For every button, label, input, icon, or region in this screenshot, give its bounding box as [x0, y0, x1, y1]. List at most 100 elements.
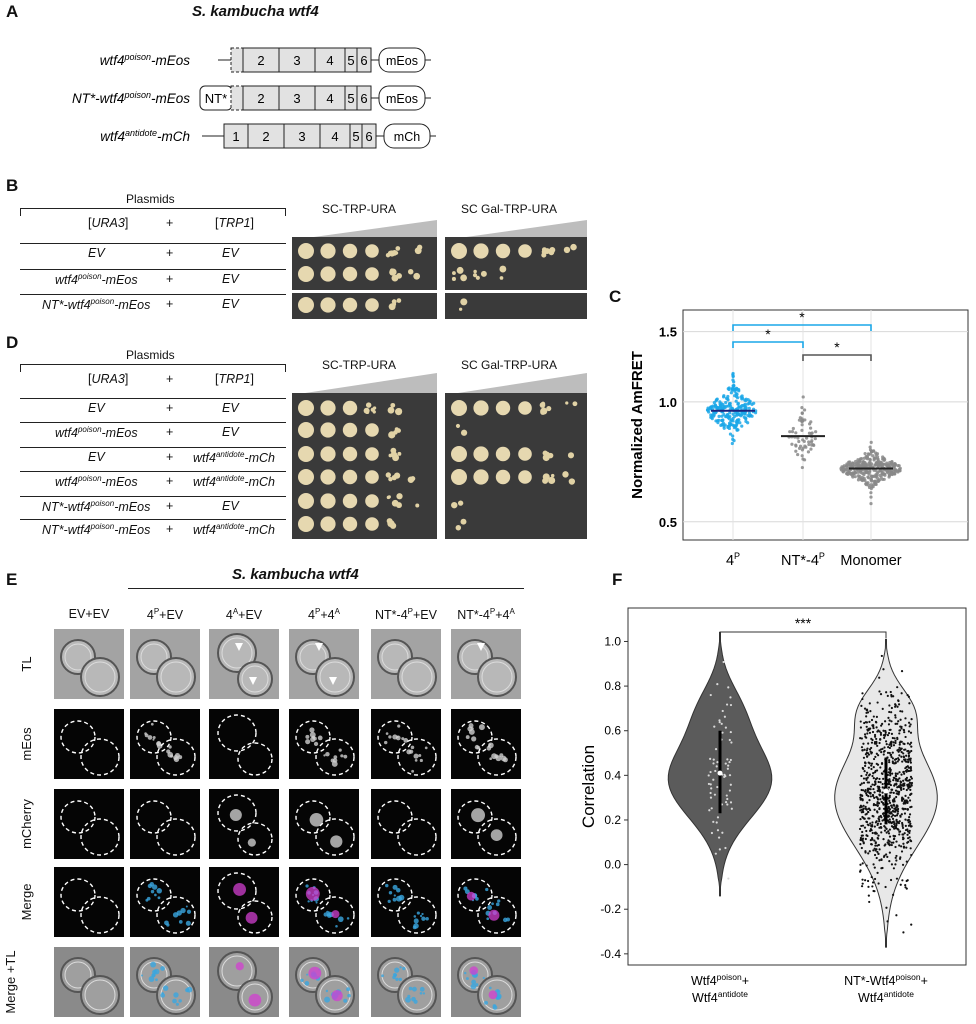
colony-spot [298, 516, 314, 532]
data-point [876, 763, 880, 766]
data-point [906, 801, 909, 804]
yeast-cell [397, 975, 437, 1015]
colony-spot [397, 451, 402, 456]
exon-label: 3 [293, 91, 300, 106]
data-point [892, 791, 895, 794]
colony-spot [472, 273, 478, 278]
data-point [890, 788, 893, 791]
fluorescent-puncta [410, 745, 415, 750]
data-point [869, 502, 873, 506]
data-point [900, 747, 903, 750]
data-point [868, 774, 871, 777]
data-point [908, 743, 912, 746]
fluorescent-puncta [147, 883, 153, 889]
fluorescent-puncta [424, 746, 428, 750]
colony-spot [298, 243, 314, 259]
micrograph [130, 947, 200, 1017]
data-point [898, 820, 901, 823]
data-point [865, 751, 868, 754]
data-point [747, 411, 751, 415]
colony-spot [565, 401, 569, 405]
data-point [895, 840, 898, 843]
data-point [877, 787, 881, 790]
fluorescent-puncta [178, 920, 183, 924]
data-point [890, 711, 893, 714]
yeast-cell [477, 657, 517, 697]
micrograph [130, 789, 200, 859]
data-point [883, 734, 887, 737]
data-point [868, 799, 871, 802]
fluorescent-puncta [492, 1004, 497, 1008]
data-point [882, 753, 885, 756]
fluorescent-puncta [395, 895, 402, 902]
data-point [878, 468, 882, 473]
data-point [887, 814, 890, 817]
fluorescent-puncta [150, 889, 155, 894]
micrograph-content [295, 720, 355, 776]
data-point [889, 783, 893, 787]
data-point [873, 877, 877, 881]
data-point [873, 847, 876, 850]
data-point [809, 432, 813, 436]
micrograph-content [377, 720, 437, 776]
micrograph-content [60, 878, 120, 934]
data-point [727, 401, 732, 406]
data-point [716, 683, 719, 686]
data-point [904, 884, 907, 887]
exon-4 [314, 85, 346, 111]
colony-spot [365, 410, 370, 415]
data-point [887, 746, 890, 749]
x-tick-label: Wtf4antidote [692, 989, 748, 1005]
fluorescent-puncta [151, 884, 158, 890]
significance-bracket [802, 354, 872, 361]
correlation-violin-chart: -0.4 -0.2 0.0 0.2 0.4 0.6 0.8 1.0 Correlation Wtf… [579, 607, 967, 1005]
data-point [874, 849, 877, 852]
data-point [865, 773, 868, 777]
dilution-wedge [292, 220, 437, 240]
plus-header: + [166, 372, 174, 386]
data-point [871, 821, 874, 824]
data-point [887, 716, 890, 719]
cell-outline [315, 896, 355, 934]
data-point [888, 710, 891, 714]
data-point [904, 735, 907, 739]
fluorescent-focus [331, 910, 340, 919]
micrograph-content [377, 957, 437, 1015]
plus-header: + [166, 216, 174, 230]
data-point [870, 843, 873, 846]
data-point [883, 746, 886, 749]
data-point [876, 850, 879, 854]
median-marker [883, 788, 889, 794]
data-point [797, 446, 802, 450]
colony-spot [460, 298, 468, 306]
spot-plate [292, 293, 437, 319]
data-point [872, 889, 875, 893]
data-point [880, 724, 883, 727]
data-point [876, 802, 879, 805]
fluorescent-puncta [141, 974, 144, 977]
data-point [894, 722, 897, 725]
yeast-cell-wall [461, 643, 489, 671]
fluorescent-puncta [468, 723, 474, 729]
data-point [888, 719, 891, 722]
table-row-rule [20, 519, 286, 520]
micrograph-content [217, 633, 273, 697]
y-tick-label: 0.5 [659, 515, 677, 530]
micrograph [289, 947, 359, 1017]
data-point [858, 458, 862, 462]
data-point [898, 754, 901, 757]
fluorescent-puncta [155, 978, 158, 982]
data-point [861, 471, 865, 476]
data-point [709, 791, 712, 795]
data-point [729, 696, 732, 699]
data-point [906, 693, 909, 697]
data-point [874, 755, 877, 758]
data-point [895, 823, 898, 827]
data-point [861, 798, 864, 801]
column-header: 4P+EV [146, 607, 184, 623]
data-point [889, 780, 892, 783]
data-point [726, 767, 729, 770]
data-point [906, 808, 909, 811]
table-row-rule [20, 447, 286, 448]
colony-spot [518, 470, 532, 484]
